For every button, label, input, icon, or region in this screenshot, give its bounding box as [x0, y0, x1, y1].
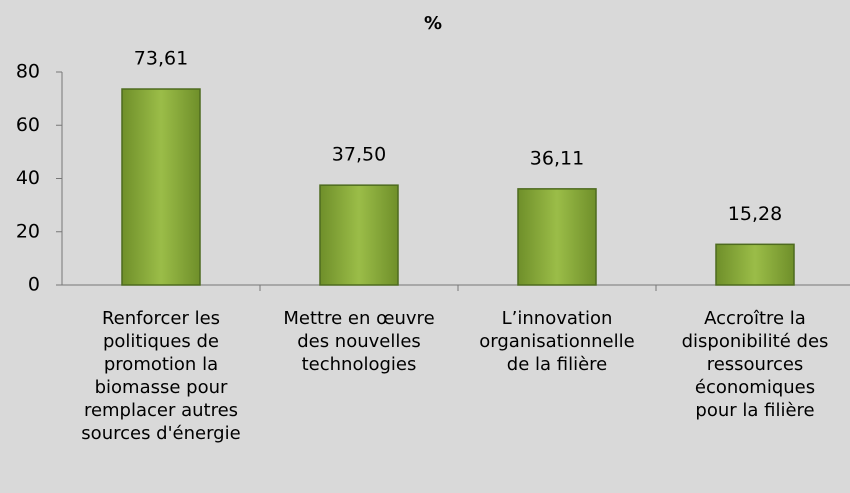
x-tick-label: Mettre en œuvre des nouvelles technologi…: [283, 308, 435, 375]
y-tick-label: 40: [16, 167, 40, 189]
bar: [517, 188, 597, 286]
data-label: 15,28: [728, 203, 782, 225]
x-tick-label: L’innovation organisationnelle de la fil…: [479, 308, 635, 375]
data-label: 36,11: [530, 147, 584, 169]
chart-title: %: [424, 13, 442, 34]
data-label: 73,61: [134, 48, 188, 70]
x-tick-label: Renforcer les politiques de promotion la…: [81, 308, 241, 444]
x-tick-label: Accroître la disponibilité des ressource…: [681, 308, 829, 421]
data-label: 37,50: [332, 144, 386, 166]
y-tick-label: 20: [16, 220, 40, 242]
bar: [121, 88, 201, 286]
y-tick-label: 60: [16, 114, 40, 136]
y-tick-label: 80: [16, 61, 40, 83]
bar: [715, 243, 795, 286]
bar: [319, 184, 399, 286]
y-tick-label: 0: [28, 274, 40, 296]
